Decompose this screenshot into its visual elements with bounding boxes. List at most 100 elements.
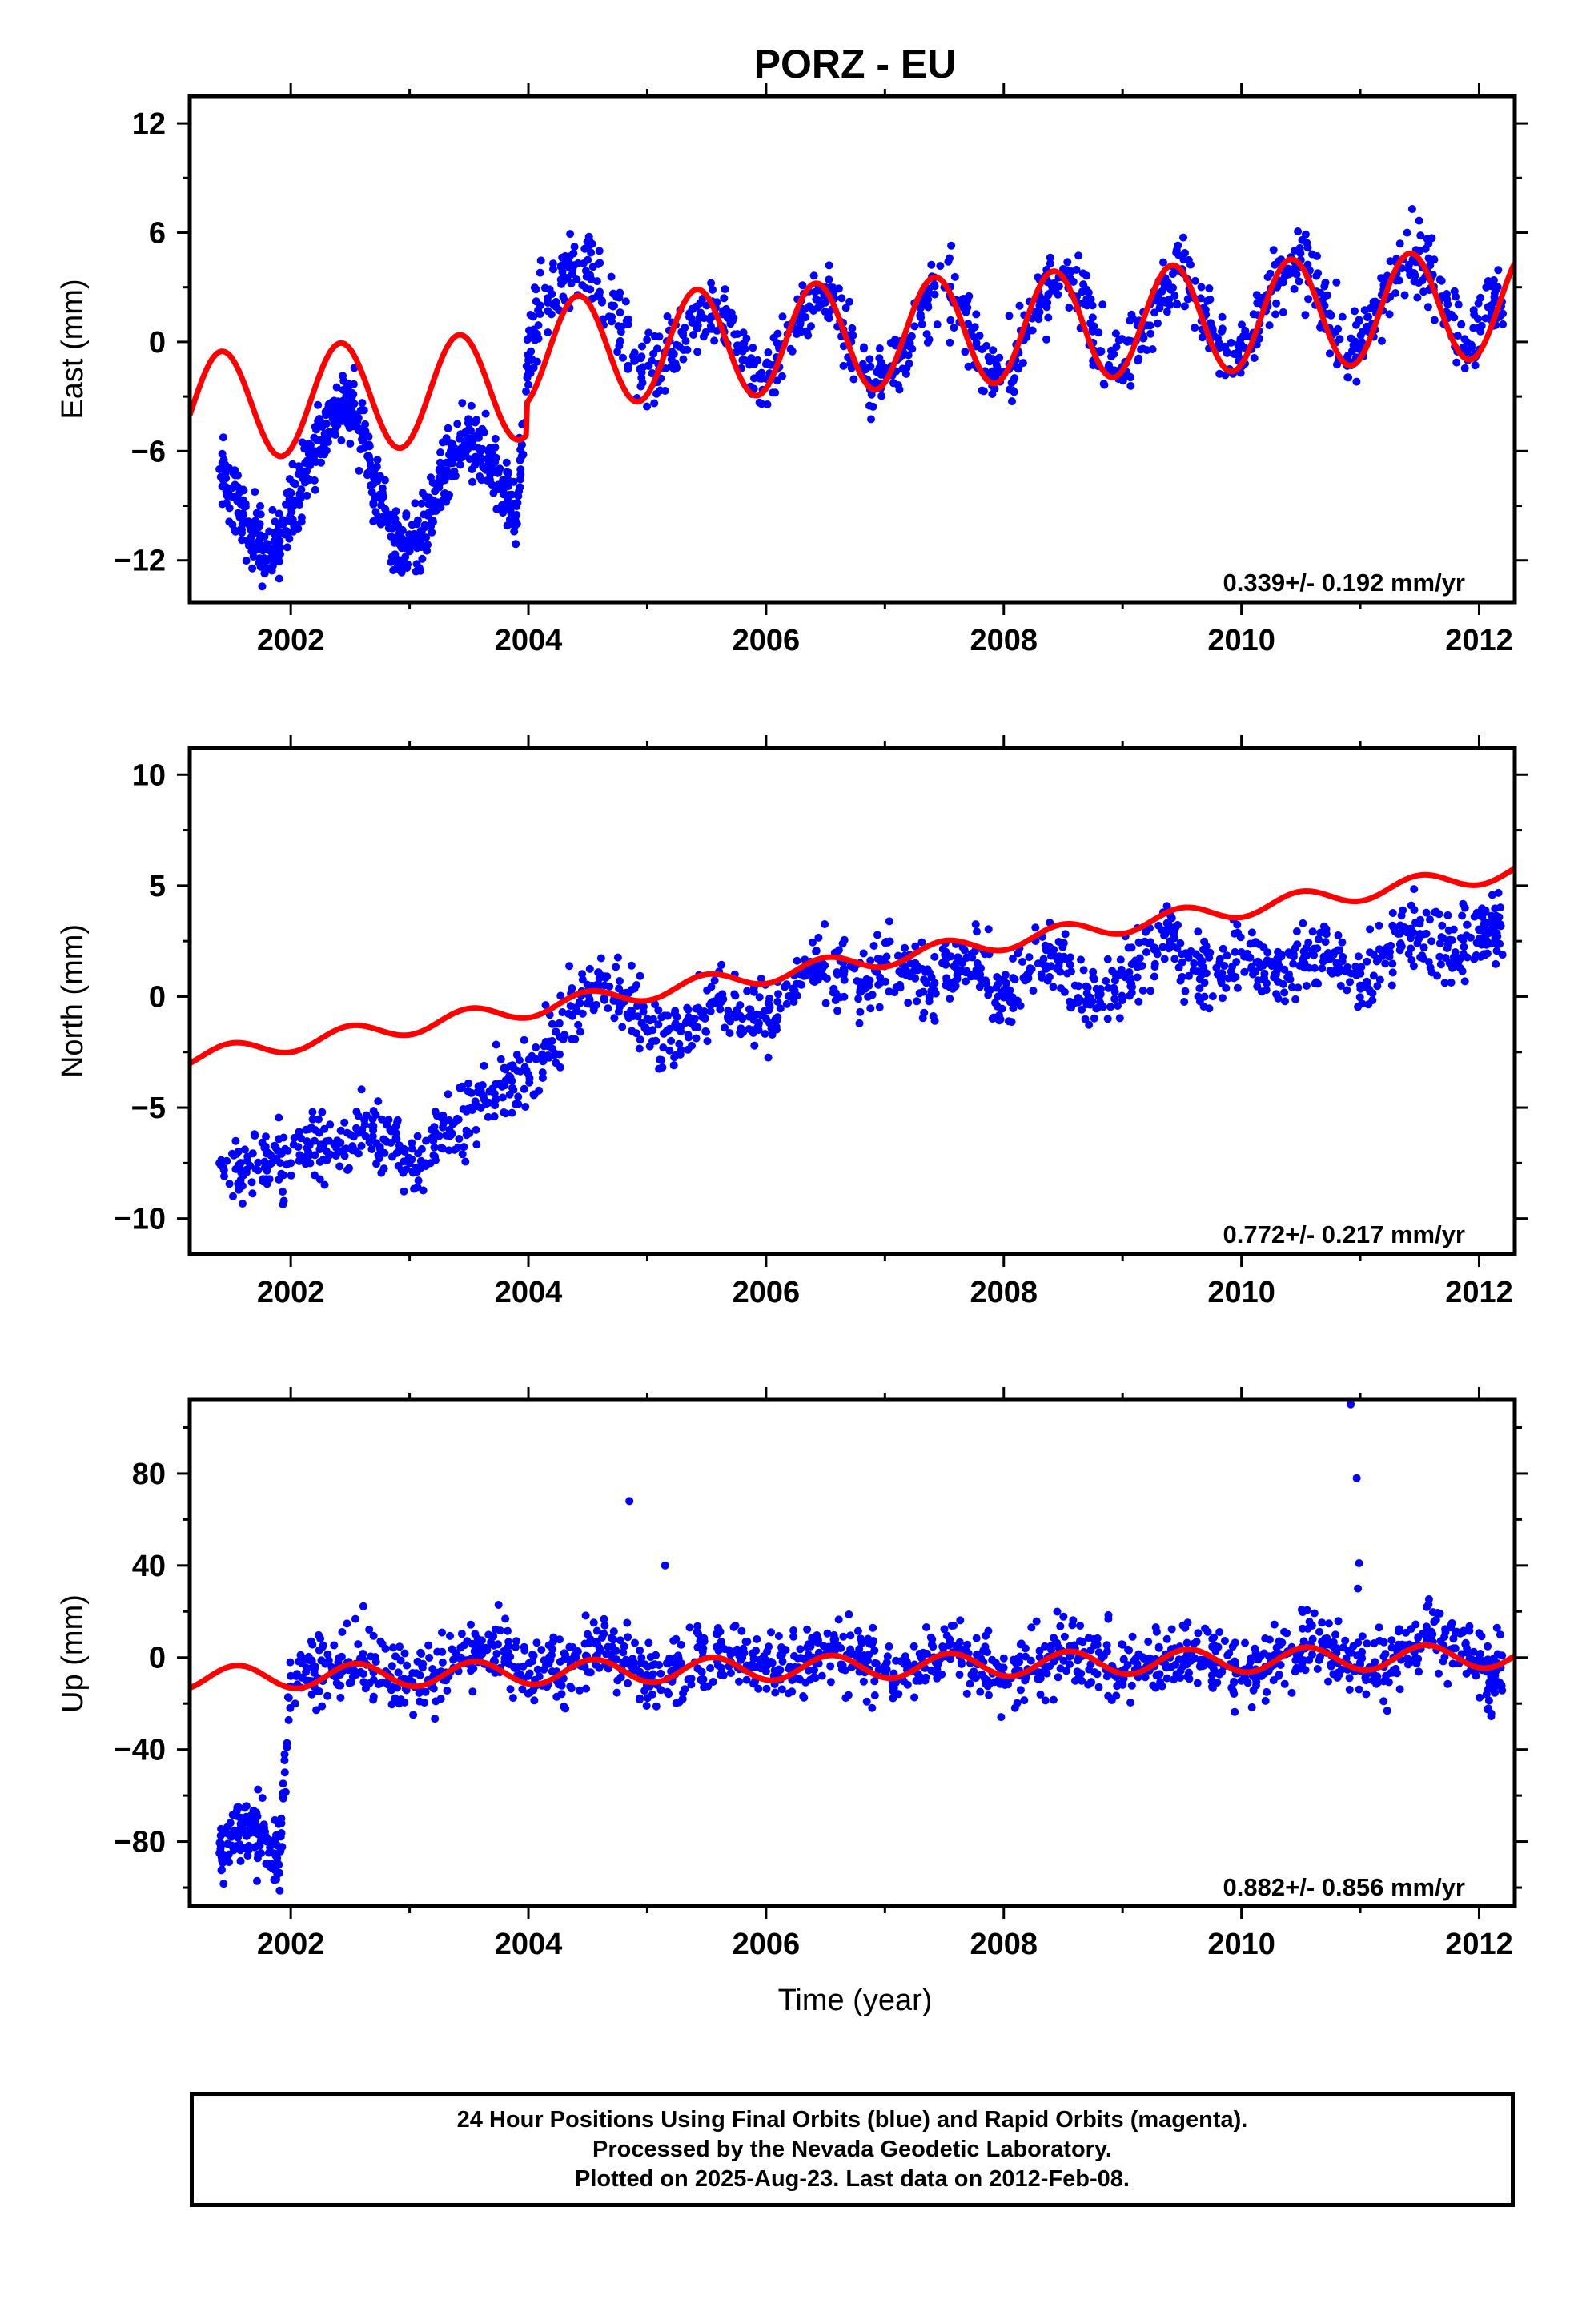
north-data-point [1115, 1014, 1124, 1023]
north-data-point [1146, 987, 1155, 995]
north-data-point [336, 1138, 345, 1147]
up-data-point [1152, 1671, 1161, 1680]
east-data-point [1218, 312, 1227, 321]
up-data-point [396, 1642, 404, 1651]
up-data-point [966, 1679, 974, 1688]
up-data-point [572, 1653, 580, 1662]
east-data-point [427, 522, 436, 530]
east-data-point [512, 520, 521, 528]
north-data-point [921, 979, 930, 987]
east-data-point [472, 416, 481, 424]
east-data-point [239, 486, 248, 495]
up-data-point [425, 1654, 434, 1662]
east-data-point [1159, 296, 1168, 305]
up-data-point [555, 1680, 563, 1689]
east-data-point [947, 241, 956, 250]
north-data-point [736, 1001, 745, 1010]
north-data-point [383, 1120, 391, 1129]
east-data-point [965, 292, 974, 300]
up-data-point [336, 1693, 345, 1702]
north-data-point [1254, 976, 1263, 985]
north-data-point [681, 1019, 690, 1027]
up-data-point [1225, 1649, 1234, 1658]
north-data-point [958, 959, 966, 967]
east-y-tick-label: −6 [131, 435, 166, 468]
east-data-point [963, 304, 972, 312]
up-data-point [1471, 1668, 1480, 1677]
north-data-point [1043, 976, 1052, 985]
up-data-point [1379, 1638, 1388, 1647]
up-data-point [833, 1641, 842, 1650]
north-data-point [1018, 958, 1026, 966]
up-data-point [1324, 1677, 1332, 1686]
north-data-point [925, 992, 934, 1001]
east-data-point [1018, 359, 1027, 368]
north-data-point [1055, 958, 1064, 967]
east-data-point [1416, 231, 1425, 240]
north-data-point [578, 1009, 587, 1018]
north-data-point [1273, 954, 1282, 963]
east-data-point [370, 478, 379, 487]
up-data-point [235, 1803, 243, 1811]
east-data-point [347, 398, 356, 407]
north-data-point [303, 1137, 311, 1146]
east-data-point [933, 320, 942, 329]
east-plot-area [190, 205, 1515, 591]
north-data-point [287, 1171, 295, 1180]
north-data-point [1025, 953, 1034, 962]
north-data-point [918, 965, 927, 973]
north-data-point [636, 1035, 644, 1044]
north-data-point [378, 1115, 386, 1124]
east-data-point [363, 468, 372, 477]
north-data-point [1125, 968, 1134, 976]
north-data-point [703, 1037, 712, 1046]
east-data-point [238, 525, 247, 534]
up-data-point [584, 1668, 592, 1676]
up-data-point [1313, 1665, 1322, 1673]
north-data-point [576, 999, 584, 1007]
east-data-point [467, 426, 475, 435]
up-data-point [1310, 1609, 1319, 1618]
north-data-point [1085, 1020, 1094, 1029]
east-data-point [1062, 266, 1071, 275]
north-y-tick-label: 10 [132, 758, 166, 792]
up-data-point [270, 1876, 279, 1884]
up-data-point [1270, 1620, 1279, 1629]
north-data-point [776, 1004, 785, 1013]
north-data-point [746, 1005, 755, 1014]
east-data-point [1054, 290, 1062, 299]
east-data-point [314, 400, 323, 409]
east-data-point [1272, 299, 1281, 308]
east-data-point [655, 332, 664, 341]
north-data-point [596, 954, 605, 963]
north-data-point [669, 1061, 678, 1070]
up-data-point [277, 1814, 286, 1823]
north-data-point [1126, 982, 1135, 991]
up-data-point [600, 1614, 608, 1623]
east-data-point [1344, 373, 1353, 382]
east-data-point [1126, 373, 1134, 382]
up-data-point [1102, 1672, 1111, 1681]
east-data-point [825, 275, 833, 284]
east-data-point [689, 331, 697, 339]
east-data-point [733, 330, 742, 339]
east-data-point [637, 352, 646, 361]
north-data-point [721, 1023, 729, 1032]
north-data-point [287, 1159, 295, 1168]
up-data-point [375, 1679, 383, 1688]
east-data-point [268, 505, 277, 514]
up-data-point [602, 1650, 611, 1659]
north-data-point [664, 1027, 673, 1035]
up-data-point [940, 1625, 949, 1634]
east-data-point [1074, 251, 1083, 260]
east-data-point [1082, 271, 1091, 280]
east-data-point [1323, 291, 1331, 300]
up-data-point [312, 1706, 321, 1715]
east-data-point [624, 315, 632, 324]
north-data-point [949, 984, 957, 993]
north-data-point [529, 1090, 538, 1099]
up-data-point [1358, 1654, 1367, 1663]
east-data-point [403, 564, 412, 572]
north-data-point [416, 1156, 425, 1165]
up-data-point [883, 1652, 892, 1661]
